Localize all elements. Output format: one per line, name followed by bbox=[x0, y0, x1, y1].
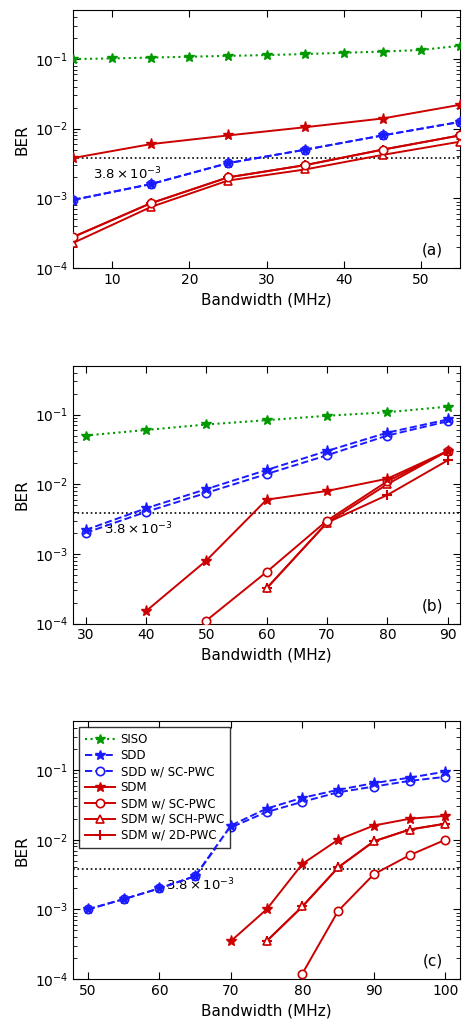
Text: $3.8\times10^{-3}$: $3.8\times10^{-3}$ bbox=[166, 876, 235, 893]
X-axis label: Bandwidth (MHz): Bandwidth (MHz) bbox=[201, 1004, 332, 1018]
Y-axis label: BER: BER bbox=[15, 480, 29, 510]
Text: $3.8\times10^{-3}$: $3.8\times10^{-3}$ bbox=[93, 166, 162, 182]
Legend: SISO, SDD, SDD w/ SC-PWC, SDM, SDM w/ SC-PWC, SDM w/ SCH-PWC, SDM w/ 2D-PWC: SISO, SDD, SDD w/ SC-PWC, SDM, SDM w/ SC… bbox=[79, 727, 230, 847]
Y-axis label: BER: BER bbox=[15, 835, 29, 866]
Text: (a): (a) bbox=[422, 242, 443, 258]
Text: (c): (c) bbox=[423, 954, 443, 969]
Y-axis label: BER: BER bbox=[15, 123, 29, 154]
X-axis label: Bandwidth (MHz): Bandwidth (MHz) bbox=[201, 648, 332, 663]
Text: (b): (b) bbox=[422, 598, 444, 613]
Text: $3.8\times10^{-3}$: $3.8\times10^{-3}$ bbox=[104, 521, 173, 538]
X-axis label: Bandwidth (MHz): Bandwidth (MHz) bbox=[201, 292, 332, 308]
